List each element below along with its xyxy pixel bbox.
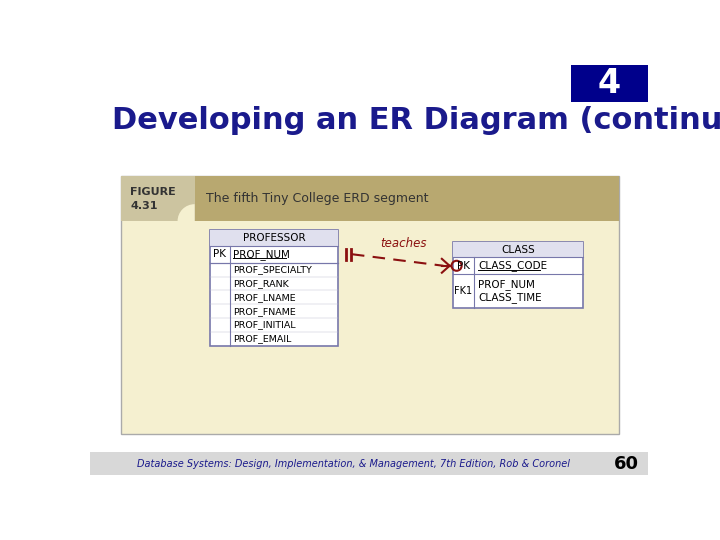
Text: PROF_FNAME: PROF_FNAME: [233, 307, 296, 316]
Bar: [121, 177, 618, 221]
Text: PROF_NUM: PROF_NUM: [233, 249, 290, 260]
Text: 60: 60: [614, 455, 639, 472]
Text: CLASS_TIME: CLASS_TIME: [478, 293, 542, 303]
Text: PROF_EMAIL: PROF_EMAIL: [233, 334, 292, 343]
Text: PK: PK: [213, 249, 226, 259]
Bar: [210, 231, 338, 346]
Text: CLASS: CLASS: [501, 245, 535, 254]
Text: PROF_LNAME: PROF_LNAME: [233, 293, 296, 302]
Text: CLASS_CODE: CLASS_CODE: [478, 260, 547, 271]
Bar: [121, 177, 194, 221]
Bar: [121, 177, 618, 434]
Text: PROF_INITIAL: PROF_INITIAL: [233, 321, 296, 329]
Text: FIGURE: FIGURE: [130, 187, 176, 197]
Wedge shape: [178, 204, 194, 221]
Text: The fifth Tiny College ERD segment: The fifth Tiny College ERD segment: [206, 192, 428, 205]
Bar: [453, 242, 583, 308]
Bar: [210, 231, 338, 246]
Text: 4.31: 4.31: [130, 201, 158, 211]
Text: FK1: FK1: [454, 286, 472, 296]
Text: teaches: teaches: [380, 237, 426, 249]
Text: PROFESSOR: PROFESSOR: [243, 233, 305, 243]
Text: PROF_SPECIALTY: PROF_SPECIALTY: [233, 265, 312, 274]
Text: PROF_NUM: PROF_NUM: [478, 279, 535, 290]
Text: PROF_RANK: PROF_RANK: [233, 279, 289, 288]
Text: Developing an ER Diagram (continued): Developing an ER Diagram (continued): [112, 106, 720, 135]
Text: PK: PK: [457, 261, 470, 271]
Text: 4: 4: [598, 67, 621, 100]
Text: Database Systems: Design, Implementation, & Management, 7th Edition, Rob & Coron: Database Systems: Design, Implementation…: [137, 458, 570, 469]
Bar: [453, 242, 583, 257]
Bar: [570, 65, 648, 102]
Bar: [90, 452, 648, 475]
